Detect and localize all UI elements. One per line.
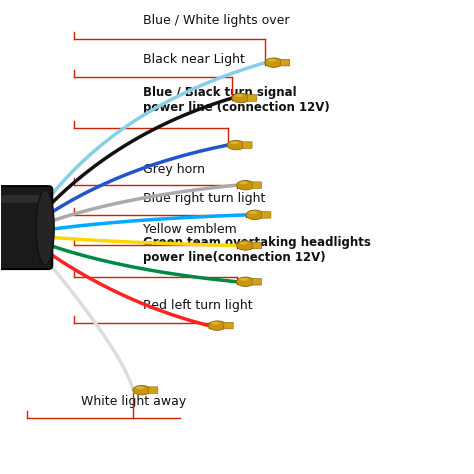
Text: Green team overtaking headlights
power line(connection 12V): Green team overtaking headlights power l… bbox=[143, 237, 371, 264]
FancyBboxPatch shape bbox=[252, 278, 262, 285]
FancyBboxPatch shape bbox=[243, 142, 252, 148]
Ellipse shape bbox=[36, 190, 54, 265]
Ellipse shape bbox=[208, 321, 226, 330]
Text: Blue / White lights over: Blue / White lights over bbox=[143, 14, 289, 27]
Ellipse shape bbox=[237, 181, 255, 190]
FancyBboxPatch shape bbox=[247, 95, 257, 101]
Text: Yellow emblem: Yellow emblem bbox=[143, 223, 237, 236]
Ellipse shape bbox=[239, 242, 248, 245]
FancyBboxPatch shape bbox=[148, 387, 158, 393]
Text: Blue / Black turn signal
power line (connection 12V): Blue / Black turn signal power line (con… bbox=[143, 86, 329, 115]
FancyBboxPatch shape bbox=[262, 211, 271, 218]
Ellipse shape bbox=[235, 94, 243, 97]
FancyBboxPatch shape bbox=[224, 322, 233, 329]
Ellipse shape bbox=[246, 210, 264, 219]
Ellipse shape bbox=[265, 58, 283, 67]
Text: Red left turn light: Red left turn light bbox=[143, 300, 252, 312]
Ellipse shape bbox=[239, 182, 248, 184]
Ellipse shape bbox=[237, 241, 255, 250]
Ellipse shape bbox=[237, 277, 255, 286]
FancyBboxPatch shape bbox=[252, 182, 262, 189]
FancyBboxPatch shape bbox=[280, 59, 290, 66]
Ellipse shape bbox=[232, 93, 250, 103]
Ellipse shape bbox=[211, 322, 219, 325]
Text: White light away: White light away bbox=[82, 394, 187, 408]
Ellipse shape bbox=[133, 385, 151, 395]
Ellipse shape bbox=[239, 278, 248, 281]
FancyBboxPatch shape bbox=[0, 195, 49, 202]
Ellipse shape bbox=[268, 59, 276, 62]
Text: Grey horn: Grey horn bbox=[143, 163, 205, 176]
Ellipse shape bbox=[230, 141, 238, 144]
Ellipse shape bbox=[227, 140, 245, 150]
FancyBboxPatch shape bbox=[0, 186, 52, 269]
Ellipse shape bbox=[249, 211, 257, 214]
Text: Black near Light: Black near Light bbox=[143, 54, 245, 66]
Text: Blue right turn light: Blue right turn light bbox=[143, 192, 265, 205]
Ellipse shape bbox=[136, 386, 144, 389]
FancyBboxPatch shape bbox=[252, 242, 262, 249]
